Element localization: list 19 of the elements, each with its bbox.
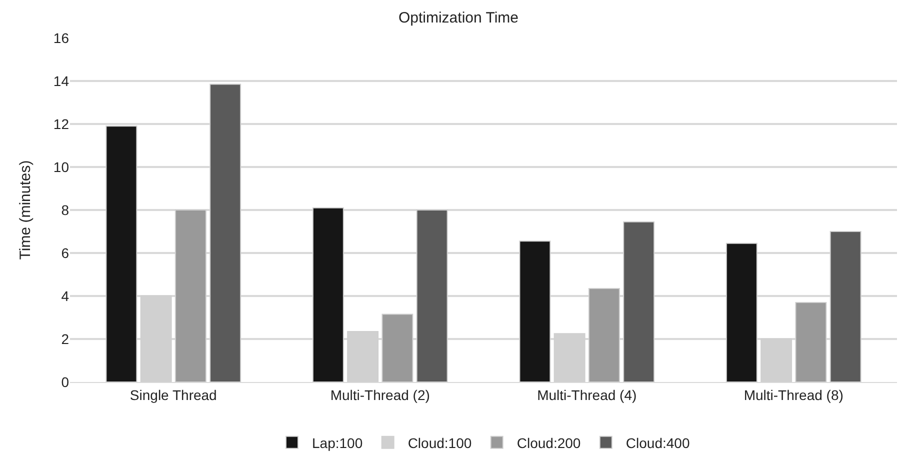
legend-label: Cloud:400 <box>626 434 690 451</box>
x-tick-label: Multi-Thread (8) <box>744 386 844 403</box>
y-tick-label: 4 <box>61 288 70 304</box>
y-tick-label: 12 <box>53 116 70 132</box>
y-tick-label: 6 <box>61 244 70 261</box>
y-axis-title: Time (minutes) <box>17 160 34 260</box>
legend-label: Cloud:200 <box>516 434 581 451</box>
y-tick-label: 10 <box>53 158 70 175</box>
y-tick-label: 2 <box>61 330 70 347</box>
x-tick-label: Single Thread <box>130 386 217 403</box>
x-tick-label: Multi-Thread (4) <box>537 386 637 403</box>
y-tick-label: 16 <box>53 30 70 46</box>
legend-label: Cloud:100 <box>408 434 472 451</box>
chart-title: Optimization Time <box>398 9 519 26</box>
x-tick-label: Multi-Thread (2) <box>330 386 430 403</box>
y-tick-label: 8 <box>61 202 70 218</box>
legend-label: Lap:100 <box>312 434 363 451</box>
y-tick-label: 0 <box>61 374 70 390</box>
y-tick-label: 14 <box>53 72 70 89</box>
